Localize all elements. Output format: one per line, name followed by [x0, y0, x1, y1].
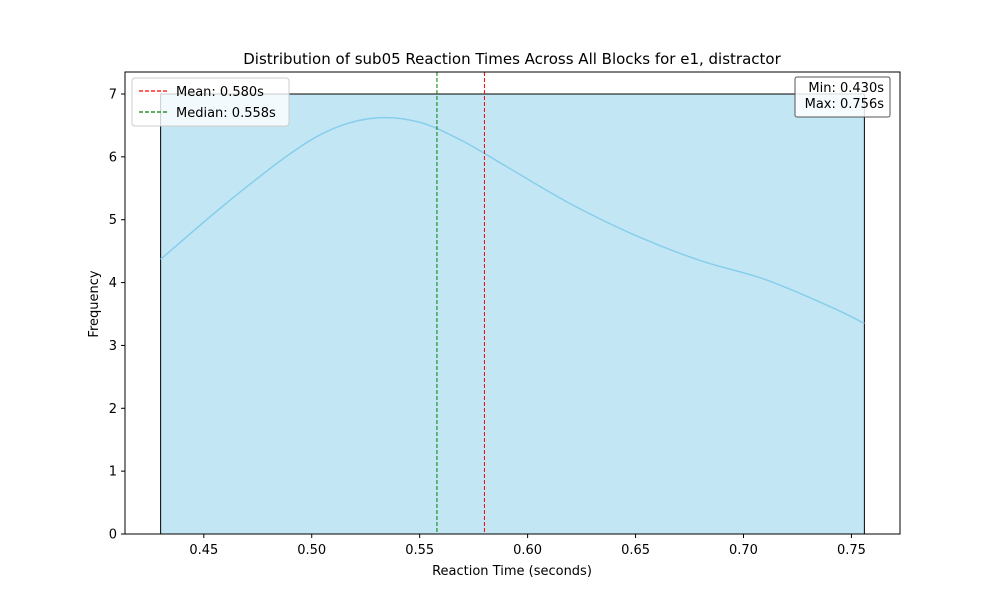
- x-tick-label: 0.60: [513, 543, 542, 558]
- x-axis-label: Reaction Time (seconds): [432, 564, 592, 579]
- stats-max: Max: 0.756s: [805, 97, 885, 112]
- plot-area: [124, 71, 901, 535]
- legend-label-mean: Mean: 0.580s: [176, 85, 264, 100]
- y-axis-ticks: 0 1 2 3 4 5 6 7: [109, 88, 125, 543]
- x-axis-ticks: 0.45 0.50 0.55 0.60 0.65 0.70 0.75: [189, 534, 866, 558]
- y-tick-label: 7: [109, 88, 117, 103]
- legend-box: [131, 77, 290, 127]
- kde-curve: [160, 116, 865, 325]
- y-tick-label: 3: [109, 339, 117, 354]
- y-tick-label: 0: [109, 528, 117, 543]
- y-axis-label: Frequency: [87, 270, 102, 337]
- reference-lines: [436, 72, 485, 534]
- legend-label-median: Median: 0.558s: [176, 106, 276, 121]
- y-tick-label: 5: [109, 213, 117, 228]
- histogram-bars: [160, 93, 865, 535]
- x-tick-label: 0.70: [729, 543, 758, 558]
- chart-title: Distribution of sub05 Reaction Times Acr…: [243, 50, 781, 68]
- stats-min: Min: 0.430s: [808, 81, 884, 96]
- legend: Mean: 0.580s Median: 0.558s: [131, 77, 290, 127]
- stats-box-frame: [794, 76, 891, 118]
- stats-box: Min: 0.430s Max: 0.756s: [794, 76, 891, 118]
- y-tick-label: 6: [109, 150, 117, 165]
- y-tick-label: 1: [109, 465, 117, 480]
- x-tick-label: 0.55: [405, 543, 434, 558]
- y-tick-label: 2: [109, 402, 117, 417]
- x-tick-label: 0.45: [189, 543, 218, 558]
- histogram-bar: [160, 93, 865, 535]
- axes-frame: [124, 71, 901, 535]
- x-tick-label: 0.75: [837, 543, 866, 558]
- y-tick-label: 4: [109, 276, 117, 291]
- x-tick-label: 0.50: [297, 543, 326, 558]
- kde-curve-group: [160, 116, 865, 325]
- x-tick-label: 0.65: [621, 543, 650, 558]
